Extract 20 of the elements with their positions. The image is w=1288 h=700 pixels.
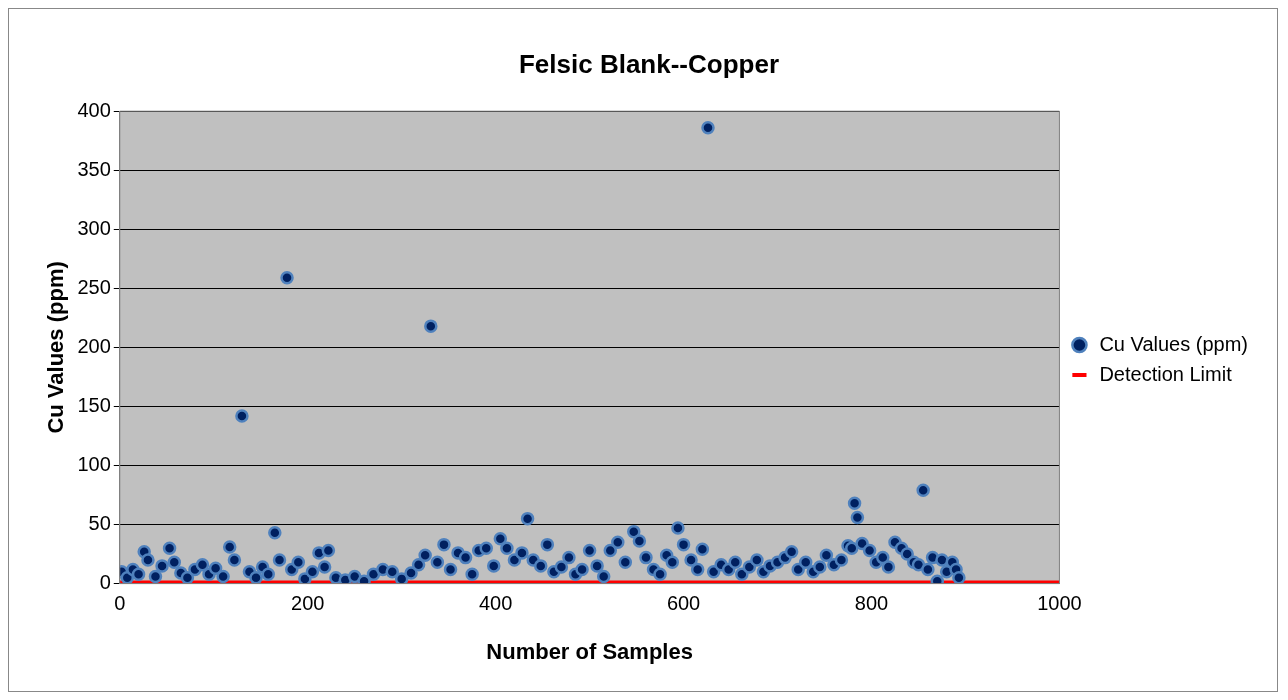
x-tick-label: 400	[478, 592, 513, 615]
y-tick-label: 0	[99, 571, 111, 594]
y-tick-label: 300	[77, 216, 111, 239]
x-axis-title: Number of Samples	[486, 638, 693, 664]
y-tick-label: 50	[88, 512, 111, 535]
legend-label: Cu Values (ppm)	[1099, 332, 1248, 355]
y-tick-label: 350	[77, 157, 111, 180]
y-tick-label: 400	[77, 98, 111, 121]
x-tick-label: 200	[291, 592, 325, 615]
legend-label: Detection Limit	[1099, 362, 1233, 385]
y-axis-title: Cu Values (ppm)	[43, 261, 69, 434]
x-tick-label: 0	[114, 592, 126, 615]
y-tick-label: 250	[77, 275, 111, 298]
x-tick-label: 800	[854, 592, 889, 615]
chart-title: Felsic Blank--Copper	[518, 48, 780, 79]
x-tick-label: 600	[666, 592, 701, 615]
y-tick-label: 200	[77, 334, 111, 357]
x-tick-label: 1000	[1037, 592, 1082, 615]
y-tick-label: 100	[77, 453, 111, 476]
y-tick-label: 150	[77, 393, 111, 416]
